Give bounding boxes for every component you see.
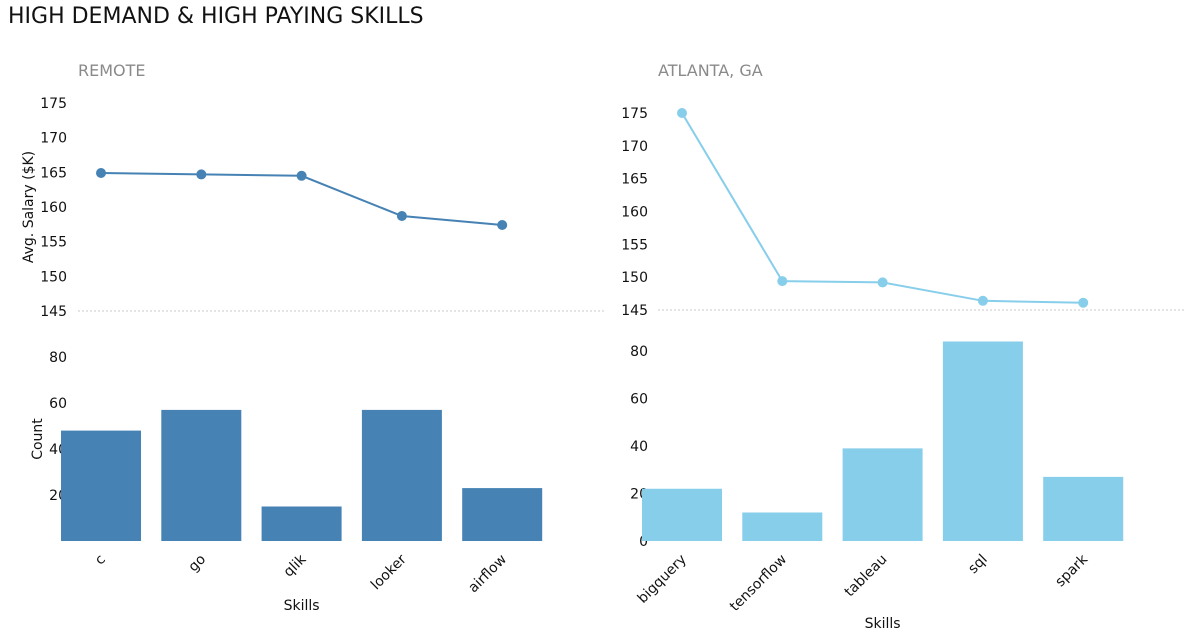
salary-y-tick: 160 (40, 200, 67, 216)
count-y-tick: 60 (49, 396, 67, 412)
salary-y-axis-label: Avg. Salary ($K) (21, 151, 37, 263)
salary-point (977, 295, 988, 306)
salary-point (396, 211, 407, 222)
salary-y-tick: 155 (621, 237, 648, 253)
skill-tick-label: looker (368, 551, 410, 593)
salary-point (777, 276, 788, 287)
salary-y-tick: 145 (40, 304, 67, 320)
panel-subtitle: ATLANTA, GA (658, 61, 763, 80)
salary-point (497, 220, 508, 231)
count-bar (842, 448, 923, 541)
salary-point (96, 168, 106, 179)
salary-y-tick: 175 (40, 96, 67, 112)
salary-line-chart: 145 150 155 160 165 170 175 (621, 106, 1089, 319)
count-y-tick: 80 (630, 344, 648, 360)
count-bar (261, 506, 342, 541)
count-bar (361, 409, 442, 541)
count-y-tick: 60 (630, 392, 648, 408)
skill-tick-label: sql (965, 552, 991, 578)
skill-tick-label: tensorflow (727, 552, 790, 615)
skill-tick-label: qlik (281, 551, 310, 580)
count-bar (462, 488, 543, 541)
x-axis-label: Skills (865, 616, 901, 632)
count-bar (61, 430, 141, 541)
salary-y-tick: 165 (621, 172, 648, 188)
panel-subtitle: REMOTE (78, 61, 146, 80)
panel-remote: REMOTE 145 150 155 160 165 170 175 Avg. Salary (… (21, 61, 606, 614)
salary-y-tick: 165 (40, 165, 67, 181)
salary-point (1078, 297, 1089, 308)
salary-y-tick: 150 (40, 269, 67, 285)
salary-point (677, 108, 687, 118)
salary-y-tick: 170 (40, 131, 67, 147)
skill-tick-label: tableau (842, 552, 891, 601)
salary-series-line (681, 112, 1084, 304)
salary-series-line (100, 172, 503, 227)
count-bar (161, 409, 242, 541)
salary-point (196, 169, 207, 180)
count-bar (942, 341, 1023, 541)
salary-y-tick: 150 (621, 270, 648, 286)
count-bar (642, 488, 722, 541)
salary-y-tick: 155 (40, 235, 67, 251)
x-axis-label: Skills (284, 598, 320, 614)
salary-point (296, 170, 307, 181)
salary-y-tick: 160 (621, 205, 648, 221)
count-y-axis-label: Count (30, 418, 46, 460)
skill-tick-label: bigquery (635, 552, 690, 607)
skill-tick-label: c (92, 552, 109, 569)
skill-tick-label: airflow (465, 552, 510, 597)
count-y-tick: 80 (49, 350, 67, 366)
count-bar (742, 512, 823, 541)
salary-point (877, 277, 888, 288)
skill-tick-label: spark (1052, 551, 1091, 590)
count-bar (1043, 476, 1124, 541)
salary-y-tick: 175 (621, 106, 648, 122)
salary-line-chart: 145 150 155 160 165 170 175 Avg. Salary ($K) (21, 96, 508, 320)
salary-y-tick: 145 (621, 303, 648, 319)
count-y-tick: 0 (639, 534, 648, 550)
salary-y-tick: 170 (621, 139, 648, 155)
panel-atlanta: ATLANTA, GA14515015516016517017502040608… (621, 61, 1185, 632)
figure-title: HIGH DEMAND & HIGH PAYING SKILLS (8, 4, 424, 29)
skill-tick-label: go (185, 552, 209, 576)
count-y-tick: 40 (630, 439, 648, 455)
